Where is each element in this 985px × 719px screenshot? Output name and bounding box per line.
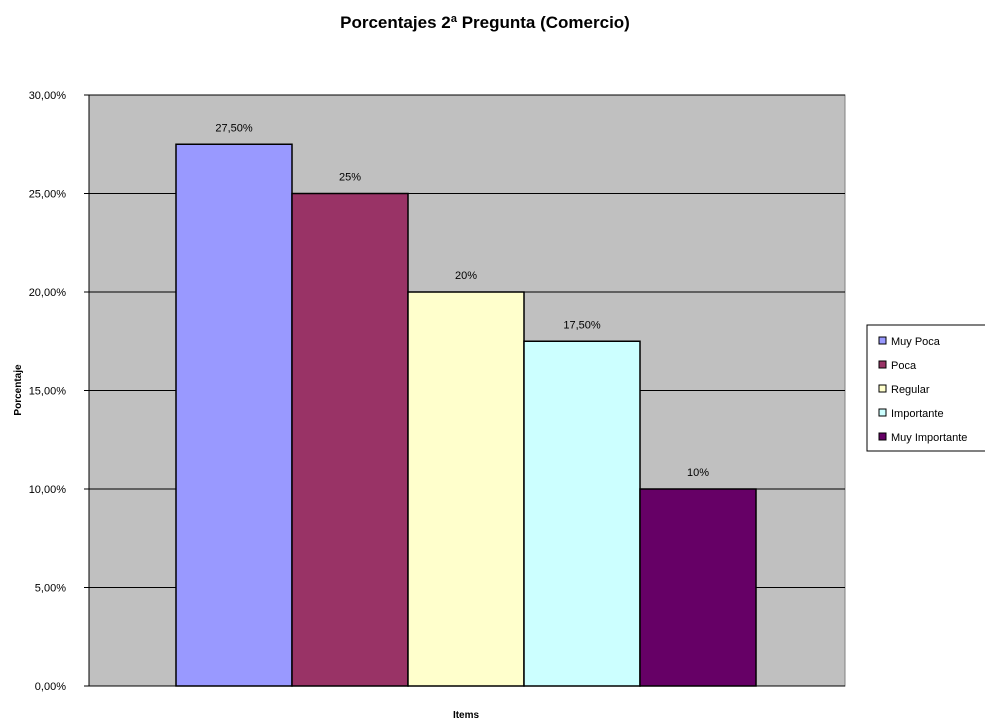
- y-tick-label: 20,00%: [29, 287, 67, 299]
- bar-muy-importante: [639, 488, 757, 687]
- data-labels: 27,50% 25% 20% 17,50% 10%: [215, 122, 709, 479]
- bar-poca: [291, 192, 409, 687]
- y-tick-label: 15,00%: [29, 386, 67, 398]
- y-tick-label: 5,00%: [35, 583, 66, 595]
- legend-swatch: [878, 384, 887, 393]
- chart-title: Porcentajes 2ª Pregunta (Comercio): [340, 13, 630, 32]
- y-tick-label: 0,00%: [35, 681, 66, 693]
- legend-label: Muy Importante: [891, 432, 967, 444]
- y-tick-label: 30,00%: [29, 90, 67, 102]
- y-axis: 0,00% 5,00% 10,00% 15,00% 20,00% 25,00% 30,00%: [29, 90, 845, 693]
- legend-label: Importante: [891, 408, 944, 420]
- data-label: 20%: [455, 270, 477, 282]
- data-label: 27,50%: [215, 122, 253, 134]
- x-axis-title: Items: [453, 710, 480, 719]
- bars: [175, 143, 757, 687]
- legend-box: [866, 324, 985, 452]
- legend-label: Muy Poca: [891, 336, 941, 348]
- legend-swatch: [878, 336, 887, 345]
- legend-label: Poca: [891, 360, 917, 372]
- y-axis-title: Porcentaje: [13, 364, 24, 416]
- legend-swatch: [878, 408, 887, 417]
- data-label: 10%: [687, 467, 709, 479]
- data-label: 17,50%: [563, 319, 601, 331]
- bar-importante: [523, 340, 641, 687]
- y-tick-label: 25,00%: [29, 189, 67, 201]
- bar-regular: [407, 291, 525, 687]
- legend: Muy Poca Poca Regular Importante Muy Importa…: [866, 324, 985, 452]
- y-tick-label: 10,00%: [29, 484, 67, 496]
- legend-label: Regular: [891, 384, 930, 396]
- legend-swatch: [878, 432, 887, 441]
- data-label: 25%: [339, 172, 361, 184]
- bar-muy-poca: [175, 143, 293, 687]
- legend-swatch: [878, 360, 887, 369]
